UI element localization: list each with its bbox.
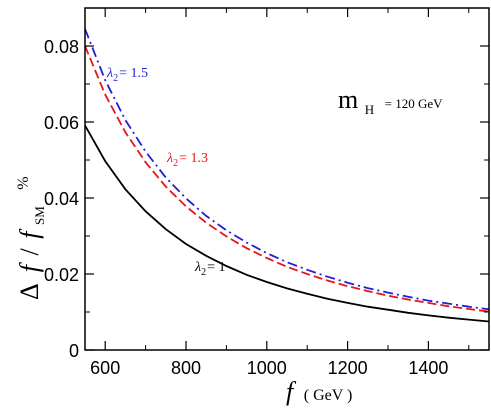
plot-lines	[84, 28, 490, 323]
annotation-subscript: H	[365, 102, 374, 117]
series-label-lambda-1-3: λ2= 1.3	[166, 151, 208, 169]
svg-text:Δ f / f: Δ f / f SM %	[15, 176, 50, 300]
x-label-unit: ( GeV )	[304, 387, 353, 404]
x-tick-label: 600	[90, 358, 120, 378]
y-tick-label: 0.08	[44, 37, 79, 57]
annotation-value: = 120 GeV	[385, 96, 443, 111]
y-tick-label: 0	[69, 341, 79, 361]
y-axis-label: Δ f / f SM %	[15, 176, 50, 300]
x-tick-label: 1400	[408, 358, 448, 378]
y-label-subscript: SM	[32, 206, 47, 225]
series-line-0	[84, 124, 490, 323]
axis-ticks: 600 800 1000 1200 1400 0 0.02 0.04 0.06 0.08	[44, 8, 489, 378]
x-axis-label: f ( GeV )	[286, 377, 352, 406]
y-label-delta: Δ	[15, 284, 44, 300]
x-tick-label: 800	[171, 358, 201, 378]
x-label-main: f	[286, 377, 297, 406]
y-label-f2: f	[15, 228, 44, 239]
x-tick-label: 1200	[328, 358, 368, 378]
series-line-2	[84, 28, 490, 311]
y-label-f1: f	[15, 261, 44, 272]
plot-frame	[84, 7, 490, 351]
y-label-slash: /	[15, 247, 44, 255]
y-label-percent: %	[15, 176, 32, 189]
y-tick-label: 0.02	[44, 265, 79, 285]
y-tick-label: 0.04	[44, 189, 79, 209]
annotation-main: m	[338, 85, 358, 114]
series-line-1	[84, 45, 490, 313]
higgs-mass-annotation: m H = 120 GeV	[338, 85, 443, 120]
series-label-lambda-1-5: λ2= 1.5	[106, 66, 148, 84]
x-tick-label: 1000	[247, 358, 287, 378]
series-label-lambda-1: λ2= 1	[194, 260, 225, 278]
y-tick-label: 0.06	[44, 113, 79, 133]
